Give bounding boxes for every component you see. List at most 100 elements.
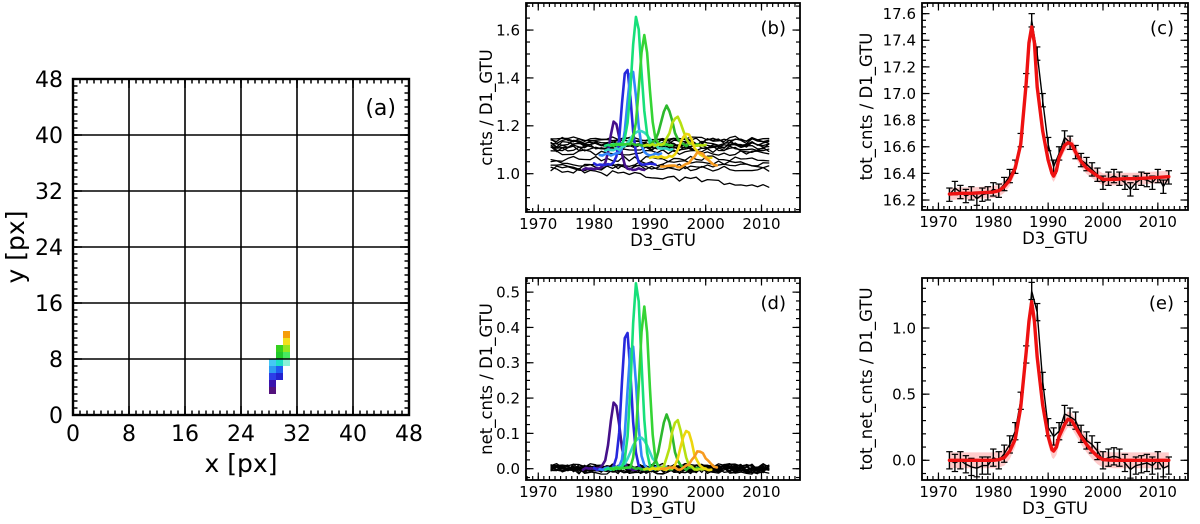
- axis-text: 2010: [1139, 483, 1177, 501]
- tick-labels: 0 8 16 24 32 40 48 0 8 16 24 32 40 48 x [px] y [px] (a): [1, 68, 423, 478]
- panel-c-total-counts-fit: 1970 1980 1990 2000 2010 16.2 16.4 16.6 16.8 17.0…: [857, 2, 1189, 249]
- axis-text: 2000: [1084, 213, 1122, 231]
- track-pixel: [276, 373, 283, 380]
- grid-lines: [72, 78, 410, 416]
- panel-annotation: (b): [761, 18, 786, 39]
- axis-text: 0.4: [496, 319, 520, 337]
- axis-text: 1.2: [496, 117, 520, 135]
- axis-text: 17.2: [883, 58, 916, 76]
- panel-annotation: (c): [1150, 18, 1174, 39]
- series-orange: [659, 151, 719, 169]
- axis-text: 0.2: [496, 389, 520, 407]
- panel-e-total-net-counts-fit: 1970 1980 1990 2000 2010 0.0 0.5 1.0 D3_GTU tot_n…: [857, 277, 1189, 519]
- axis-text: 48: [395, 422, 423, 447]
- axis-text: 1980: [974, 213, 1012, 231]
- axis-text: 16: [35, 292, 63, 317]
- axis-text: 1990: [1029, 483, 1067, 501]
- axis-text: 17.6: [883, 5, 916, 23]
- axis-text: 1.0: [892, 319, 916, 337]
- axis-text: 8: [49, 348, 63, 373]
- track-pixel: [269, 380, 276, 387]
- track-pixel: [283, 331, 290, 338]
- plot-frame: [525, 2, 801, 213]
- panel-annotation: (a): [365, 96, 396, 121]
- fit-line: [947, 25, 1171, 196]
- axis-text: 32: [283, 422, 311, 447]
- background-line: [550, 155, 770, 163]
- data-with-error-bars: [946, 13, 1173, 206]
- background-line: [550, 160, 770, 168]
- axis-text: 0.3: [496, 354, 520, 372]
- data-with-error-bars: [946, 281, 1173, 479]
- x-axis-label: D3_GTU: [630, 231, 696, 251]
- x-axis-label: D3_GTU: [1022, 499, 1088, 519]
- axis-text: 1970: [919, 483, 957, 501]
- background-line: [550, 166, 770, 188]
- series-orange: [659, 450, 719, 471]
- axis-text: 1980: [575, 483, 613, 501]
- plot-frame: [71, 77, 411, 417]
- series-yellow-green: [643, 115, 707, 148]
- y-axis-label: net_cnts / D1_GTU: [477, 303, 497, 455]
- axis-text: 0: [66, 422, 80, 447]
- axes: [526, 278, 800, 480]
- axis-text: 2010: [1139, 213, 1177, 231]
- axis-text: 1.6: [496, 21, 520, 39]
- axis-text: 1970: [919, 213, 957, 231]
- series-indigo: [581, 401, 646, 472]
- panel-a-pixel-map: 0 8 16 24 32 40 48 0 8 16 24 32 40 48 x [px] y [px] (a): [1, 68, 423, 478]
- panel-annotation: (d): [761, 293, 786, 314]
- y-axis-label: tot_net_cnts / D1_GTU: [857, 287, 877, 470]
- track-pixel: [283, 338, 290, 345]
- axis-text: 2010: [742, 483, 780, 501]
- axis-text: 1.4: [496, 69, 520, 87]
- axis-text: 17.0: [883, 85, 916, 103]
- data-line: [948, 19, 1170, 200]
- y-axis-label: cnts / D1_GTU: [477, 49, 497, 165]
- series-cyan: [603, 129, 674, 152]
- axis-text: 2000: [687, 215, 725, 233]
- panel-b-light-curves: 1970 1980 1990 2000 2010 1.0 1.2 1.4 1.6 D3_GTU cn…: [477, 2, 801, 251]
- series-blue: [592, 68, 657, 167]
- tick-labels: 1970 1980 1990 2000 2010 1.0 1.2 1.4 1.6 D3_GTU cn…: [477, 18, 786, 251]
- track-pixel: [269, 373, 276, 380]
- axis-text: 1990: [1029, 213, 1067, 231]
- pixel-cells: [269, 331, 290, 394]
- axis-text: 16: [171, 422, 199, 447]
- series-indigo: [581, 120, 646, 172]
- axis-text: 17.4: [883, 32, 916, 50]
- axes: [526, 3, 800, 212]
- axis-text: 1.0: [496, 165, 520, 183]
- plot-frame: [525, 277, 801, 481]
- axis-text: 48: [35, 68, 63, 93]
- tick-labels: 1970 1980 1990 2000 2010 16.2 16.4 16.6 16.8 17.0…: [857, 5, 1177, 249]
- background-line: [550, 136, 770, 144]
- panel-d-net-light-curves: 1970 1980 1990 2000 2010 0.0 0.1 0.2 0.3 0.4 0.5 D3…: [477, 277, 801, 519]
- pixel-light-curves: [581, 281, 719, 472]
- axis-text: 2000: [1084, 483, 1122, 501]
- track-pixel: [269, 366, 276, 373]
- axis-text: 0.5: [892, 386, 916, 404]
- track-pixel: [276, 366, 283, 373]
- fit-uncertainty-band: [949, 20, 1169, 201]
- track-pixel: [269, 359, 276, 366]
- axis-text: 0.0: [892, 452, 916, 470]
- series-gold: [648, 132, 713, 160]
- axis-text: 16.6: [883, 138, 916, 156]
- axis-text: 40: [339, 422, 367, 447]
- track-pixel: [269, 387, 276, 394]
- track-pixel: [283, 359, 290, 366]
- axis-text: 1970: [519, 483, 557, 501]
- track-pixel: [283, 352, 290, 359]
- axis-text: 16.2: [883, 191, 916, 209]
- background-line: [550, 149, 770, 157]
- axis-text: 8: [122, 422, 136, 447]
- axis-text: 0.0: [496, 460, 520, 478]
- axis-text: 0: [49, 404, 63, 429]
- axis-text: 2000: [687, 483, 725, 501]
- track-pixel: [276, 345, 283, 352]
- axis-text: 1970: [519, 215, 557, 233]
- axis-text: 1980: [974, 483, 1012, 501]
- tick-labels: 1970 1980 1990 2000 2010 0.0 0.1 0.2 0.3 0.4 0.5 D3…: [477, 284, 786, 519]
